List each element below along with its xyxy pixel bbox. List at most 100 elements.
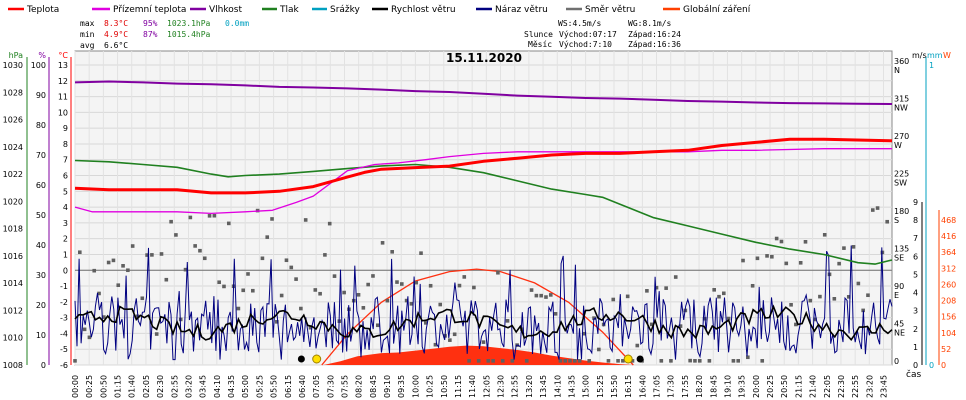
wind-speed-line [74, 304, 893, 341]
legend-srazky-label: Srážky [330, 5, 361, 15]
legend-prizemni-teplota: Přízemní teplota [92, 5, 186, 15]
pressure-axis-unit: hPa [9, 51, 24, 60]
wind-direction-point [630, 359, 635, 363]
temperature-axis-tick: 4 [63, 203, 68, 212]
stats-min-humidity: 87% [143, 30, 158, 39]
wind-direction-point [856, 281, 861, 286]
wind-direction-point [207, 214, 212, 218]
wind-direction-point [731, 359, 736, 363]
wind-direction-point [404, 298, 409, 303]
time-tick: 13:45 [539, 375, 548, 398]
wind-direction-point [428, 283, 433, 288]
time-tick: 21:40 [809, 375, 818, 398]
wind-direction-point [659, 359, 664, 363]
wind-direction-point [198, 248, 202, 253]
time-tick: 18:20 [695, 375, 704, 398]
wind-direction-point [625, 294, 630, 299]
wind-direction-point [870, 208, 875, 212]
legend: Teplota Přízemní teplota Vlhkost Tlak Sr… [8, 5, 751, 15]
wind-direction-point [193, 244, 197, 248]
wind-direction-point [472, 285, 476, 290]
legend-smer-vetru: Směr větru [566, 5, 635, 15]
time-tick: 00:25 [85, 375, 94, 398]
wind-direction-point [496, 270, 500, 275]
wind-direction-point [558, 359, 563, 363]
time-tick: 14:10 [553, 375, 562, 398]
legend-tlak: Tlak [262, 5, 300, 15]
wind-direction-point [587, 359, 592, 363]
wind-direction-point [846, 295, 851, 299]
stats-max-rain: 0.0mm [225, 19, 249, 28]
wind-direction-point [568, 359, 572, 363]
legend-naraz-vetru: Náraz větru [476, 5, 548, 15]
wind-axis-tick: 5 [913, 270, 918, 279]
wind-direction-point [380, 241, 385, 245]
legend-globalni-zareni: Globální záření [663, 5, 751, 15]
wind-direction-point [150, 253, 154, 257]
time-tick: 12:55 [511, 375, 520, 398]
wind-direction-point [371, 274, 375, 278]
wind-direction-point [159, 252, 164, 256]
wind-direction-point [169, 219, 173, 224]
legend-prizemni-teplota-label: Přízemní teplota [113, 5, 186, 15]
wind-direction-point [832, 296, 837, 301]
info-sun-label: Slunce [524, 30, 553, 39]
wind-direction-point [222, 284, 226, 289]
wind-direction-point [419, 251, 423, 255]
wind-direction-point [707, 359, 712, 363]
wind-direction-point [342, 290, 346, 295]
temperature-axis-tick: -6 [60, 361, 68, 370]
stats-min-label: min [80, 30, 95, 39]
wind-direction-point [462, 275, 467, 279]
wind-direction-point [92, 268, 97, 273]
direction-label: SE [894, 254, 904, 263]
wind-direction-point [721, 291, 726, 296]
temperature-axis-tick: 13 [58, 61, 68, 70]
radiation-axis-tick: 260 [941, 280, 956, 289]
wind-direction-point [717, 294, 721, 299]
wind-direction-point [875, 206, 880, 210]
wind-direction-point [183, 267, 188, 272]
temperature-axis-tick: 5 [63, 187, 68, 196]
time-tick: 01:15 [114, 375, 123, 398]
radiation-axis-tick: 416 [941, 232, 956, 241]
time-tick: 06:15 [284, 375, 293, 398]
wind-axis-tick: 9 [913, 198, 918, 207]
time-axis-label: čas [906, 369, 921, 380]
pressure-axis-tick: 1028 [3, 88, 23, 97]
legend-teplota: Teplota [8, 5, 59, 15]
wind-direction-point [82, 327, 87, 332]
time-tick: 15:25 [596, 375, 605, 398]
wind-direction-point [693, 359, 697, 363]
direction-tick: 0 [894, 357, 899, 366]
time-tick: 19:10 [724, 375, 733, 398]
time-tick: 17:30 [667, 375, 676, 398]
time-tick: 09:35 [397, 375, 406, 398]
time-axis: 00:00 00:25 00:50 01:15 01:40 02:05 02:30 02:55… [71, 375, 889, 398]
wind-direction-point [212, 213, 217, 218]
wind-direction-point [327, 221, 332, 226]
info-wg: WG:8.1m/s [628, 19, 672, 28]
rain-axis-unit: mm [927, 51, 943, 60]
wind-direction-point [102, 315, 106, 319]
pressure-axis-tick: 1012 [3, 306, 23, 315]
wind-direction-point [813, 317, 817, 322]
radiation-axis-tick: 52 [941, 345, 951, 354]
wind-direction-point [621, 359, 625, 363]
wind-direction-point [318, 291, 322, 296]
wind-direction-point [476, 359, 481, 363]
temperature-axis-tick: 1 [63, 250, 68, 259]
wind-direction-point [78, 250, 82, 255]
wind-direction-point [851, 245, 856, 249]
temperature-axis-tick: -3 [60, 314, 68, 323]
radiation-clear-sky-curve [321, 268, 634, 366]
wind-direction-point [289, 265, 294, 270]
wind-direction-point [544, 295, 548, 299]
time-tick: 23:20 [865, 375, 874, 398]
wind-direction-point [87, 335, 92, 340]
humidity-axis-tick: 60 [36, 181, 46, 190]
wind-direction-point [294, 277, 298, 281]
wind-direction-point [400, 282, 404, 286]
wind-direction-point [126, 268, 130, 273]
pressure-axis-tick: 1024 [3, 143, 23, 152]
